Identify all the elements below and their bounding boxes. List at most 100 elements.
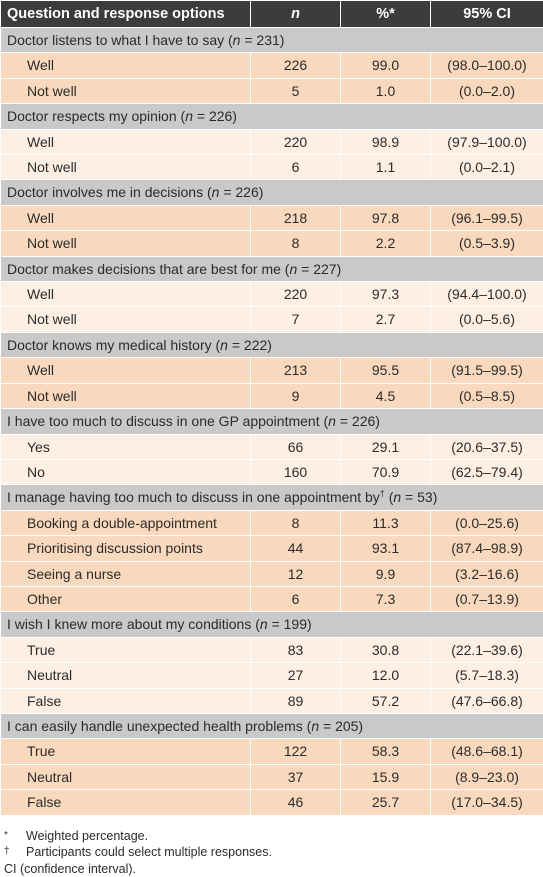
- footnote-text: CI (confidence interval).: [4, 861, 136, 877]
- count-cell: 8: [251, 510, 341, 535]
- ci-cell: (94.4–100.0): [431, 282, 543, 307]
- percent-cell: 58.3: [341, 739, 431, 764]
- percent-cell: 4.5: [341, 383, 431, 408]
- percent-cell: 9.9: [341, 561, 431, 586]
- ci-cell: (3.2–16.6): [431, 561, 543, 586]
- ci-cell: (97.9–100.0): [431, 129, 543, 154]
- question-text: Doctor listens to what I have to say (: [7, 32, 233, 48]
- ci-cell: (0.0–5.6): [431, 307, 543, 332]
- percent-cell: 2.7: [341, 307, 431, 332]
- response-option: False: [1, 790, 251, 815]
- ci-cell: (0.5–8.5): [431, 383, 543, 408]
- n-variable: n: [220, 337, 228, 353]
- section-header-row: Doctor knows my medical history (n = 222…: [1, 332, 543, 357]
- count-cell: 12: [251, 561, 341, 586]
- response-option: Not well: [1, 307, 251, 332]
- percent-cell: 97.8: [341, 205, 431, 230]
- question-text: I manage having too much to discuss in o…: [7, 489, 380, 505]
- sample-size: = 227): [297, 261, 341, 277]
- header-percent: %*: [341, 1, 431, 28]
- ci-cell: (22.1–39.6): [431, 637, 543, 662]
- section-question: I have too much to discuss in one GP app…: [1, 409, 543, 434]
- response-option: True: [1, 637, 251, 662]
- count-cell: 218: [251, 205, 341, 230]
- percent-cell: 99.0: [341, 53, 431, 78]
- count-cell: 5: [251, 78, 341, 103]
- count-cell: 220: [251, 129, 341, 154]
- section-question: I can easily handle unexpected health pr…: [1, 713, 543, 738]
- percent-cell: 11.3: [341, 510, 431, 535]
- percent-cell: 93.1: [341, 536, 431, 561]
- section-header-row: I manage having too much to discuss in o…: [1, 485, 543, 510]
- footnote-text: Weighted percentage.: [26, 828, 148, 845]
- section-header-row: Doctor involves me in decisions (n = 226…: [1, 180, 543, 205]
- footnote-symbol: *: [4, 828, 26, 845]
- section-question: Doctor respects my opinion (n = 226): [1, 104, 543, 129]
- response-option: Neutral: [1, 764, 251, 789]
- table-body: Doctor listens to what I have to say (n …: [1, 28, 543, 816]
- percent-cell: 2.2: [341, 231, 431, 256]
- header-ci: 95% CI: [431, 1, 543, 28]
- n-variable: n: [185, 108, 193, 124]
- question-text: I have too much to discuss in one GP app…: [7, 413, 328, 429]
- sample-size: = 205): [319, 718, 363, 734]
- percent-cell: 57.2: [341, 688, 431, 713]
- question-text: Doctor involves me in decisions (: [7, 184, 212, 200]
- footnote: *Weighted percentage.: [4, 828, 537, 845]
- response-option: Well: [1, 205, 251, 230]
- question-text: Doctor knows my medical history (: [7, 337, 220, 353]
- ci-cell: (8.9–23.0): [431, 764, 543, 789]
- section-header-row: Doctor makes decisions that are best for…: [1, 256, 543, 281]
- response-option: Not well: [1, 155, 251, 180]
- ci-cell: (17.0–34.5): [431, 790, 543, 815]
- response-option: No: [1, 459, 251, 484]
- ci-cell: (0.0–25.6): [431, 510, 543, 535]
- section-question: I manage having too much to discuss in o…: [1, 485, 543, 510]
- ci-cell: (5.7–18.3): [431, 663, 543, 688]
- footnote: CI (confidence interval).: [4, 861, 537, 877]
- response-option: Not well: [1, 231, 251, 256]
- section-header-row: Doctor respects my opinion (n = 226): [1, 104, 543, 129]
- percent-cell: 30.8: [341, 637, 431, 662]
- percent-cell: 98.9: [341, 129, 431, 154]
- section-question: Doctor makes decisions that are best for…: [1, 256, 543, 281]
- percent-cell: 1.0: [341, 78, 431, 103]
- ci-cell: (0.0–2.0): [431, 78, 543, 103]
- ci-cell: (96.1–99.5): [431, 205, 543, 230]
- section-header-row: Doctor listens to what I have to say (n …: [1, 28, 543, 53]
- count-cell: 89: [251, 688, 341, 713]
- n-variable: n: [260, 616, 268, 632]
- count-cell: 46: [251, 790, 341, 815]
- ci-cell: (20.6–37.5): [431, 434, 543, 459]
- count-cell: 27: [251, 663, 341, 688]
- count-cell: 160: [251, 459, 341, 484]
- count-cell: 6: [251, 155, 341, 180]
- question-text: Doctor respects my opinion (: [7, 108, 185, 124]
- percent-cell: 97.3: [341, 282, 431, 307]
- section-header-row: I wish I knew more about my conditions (…: [1, 612, 543, 637]
- sample-size: = 226): [219, 184, 263, 200]
- question-text: Doctor makes decisions that are best for…: [7, 261, 289, 277]
- ci-cell: (98.0–100.0): [431, 53, 543, 78]
- count-cell: 213: [251, 358, 341, 383]
- sample-size: = 226): [193, 108, 237, 124]
- section-question: I wish I knew more about my conditions (…: [1, 612, 543, 637]
- ci-cell: (0.0–2.1): [431, 155, 543, 180]
- count-cell: 6: [251, 586, 341, 611]
- n-variable: n: [328, 413, 336, 429]
- ci-cell: (87.4–98.9): [431, 536, 543, 561]
- footnote-text: Participants could select multiple respo…: [26, 844, 272, 861]
